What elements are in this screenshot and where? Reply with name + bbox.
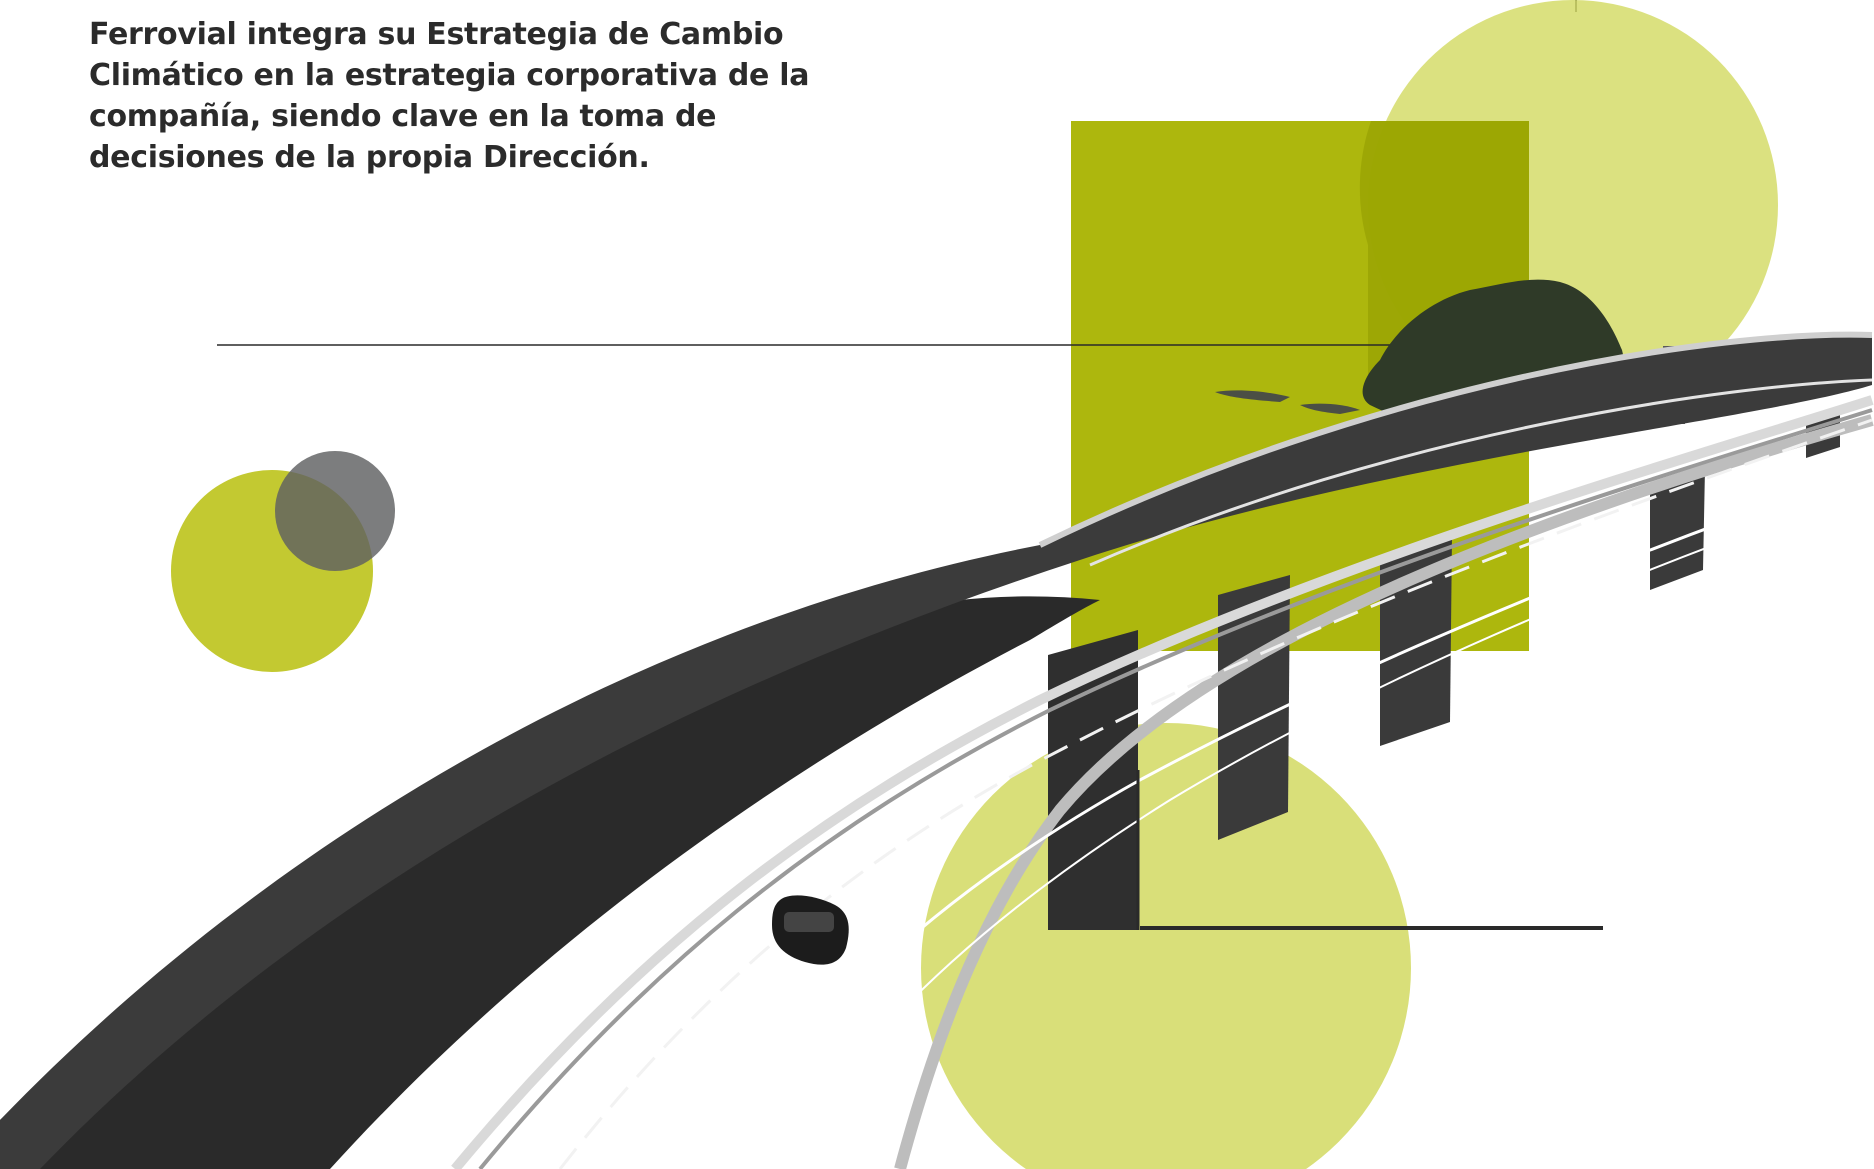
headline-text: Ferrovial integra su Estrategia de Cambi… [89, 17, 810, 175]
lime-circle-bottom [921, 723, 1411, 1169]
grey-circle-left [275, 451, 395, 571]
road-deck [0, 331, 1874, 1169]
car-shape [772, 895, 849, 965]
